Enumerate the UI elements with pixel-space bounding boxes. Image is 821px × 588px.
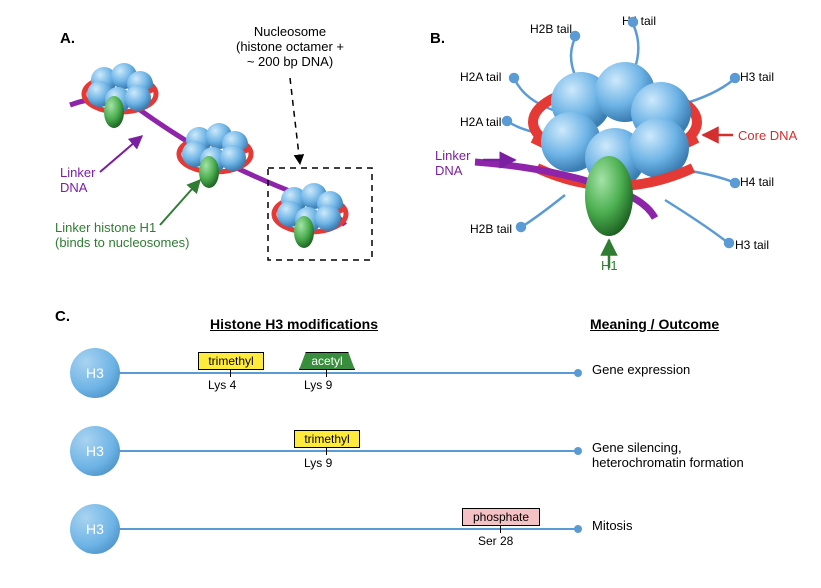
h3-ball: H3 bbox=[70, 348, 120, 398]
h3-ball: H3 bbox=[70, 504, 120, 554]
trimethyl-tag: trimethyl bbox=[198, 352, 264, 370]
phosphate-tag: phosphate bbox=[462, 508, 540, 526]
residue-label: Lys 9 bbox=[304, 378, 364, 392]
diagram-svg bbox=[0, 0, 821, 300]
c-header-left: Histone H3 modifications bbox=[210, 316, 378, 332]
panel-b-svg bbox=[475, 18, 739, 268]
acetyl-tag: acetyl bbox=[299, 352, 355, 370]
residue-tick bbox=[230, 369, 231, 377]
residue-label: Lys 4 bbox=[208, 378, 268, 392]
dashed-arrow bbox=[290, 78, 300, 164]
residue-label: Ser 28 bbox=[478, 534, 538, 548]
tail-end-dot bbox=[574, 525, 582, 533]
trimethyl-tag: trimethyl bbox=[294, 430, 360, 448]
panel-c-letter: C. bbox=[55, 308, 70, 325]
outcome-text: Gene silencing,heterochromatin formation bbox=[592, 440, 802, 470]
residue-tick bbox=[500, 525, 501, 533]
h3-ball: H3 bbox=[70, 426, 120, 476]
residue-tick bbox=[326, 369, 327, 377]
tail-end-dot bbox=[574, 447, 582, 455]
nucleosome-2 bbox=[179, 123, 251, 188]
h3-tail-line bbox=[118, 372, 578, 374]
nucleosome-3 bbox=[274, 183, 346, 248]
panel-a-svg bbox=[70, 63, 372, 260]
residue-label: Lys 9 bbox=[304, 456, 364, 470]
outcome-text: Gene expression bbox=[592, 362, 802, 377]
panel-c-rows: H3 trimethyl Lys 4 acetyl Lys 9 Gene expressi… bbox=[70, 342, 800, 582]
tail-end-dot bbox=[574, 369, 582, 377]
h3-tail-line bbox=[118, 528, 578, 530]
outcome-text: Mitosis bbox=[592, 518, 802, 533]
panel-c-row: H3 trimethyl Lys 9 Gene silencing,heterochr… bbox=[70, 420, 800, 498]
residue-tick bbox=[326, 447, 327, 455]
h1-arrow-a bbox=[160, 180, 200, 225]
h3-tail-line bbox=[118, 450, 578, 452]
nucleosome-1 bbox=[84, 63, 156, 128]
panel-c-row: H3 trimethyl Lys 4 acetyl Lys 9 Gene expressi… bbox=[70, 342, 800, 420]
panel-c-row: H3 phosphate Ser 28 Mitosis bbox=[70, 498, 800, 576]
c-header-right: Meaning / Outcome bbox=[590, 316, 719, 332]
linker-dna-arrow-a bbox=[100, 136, 142, 172]
